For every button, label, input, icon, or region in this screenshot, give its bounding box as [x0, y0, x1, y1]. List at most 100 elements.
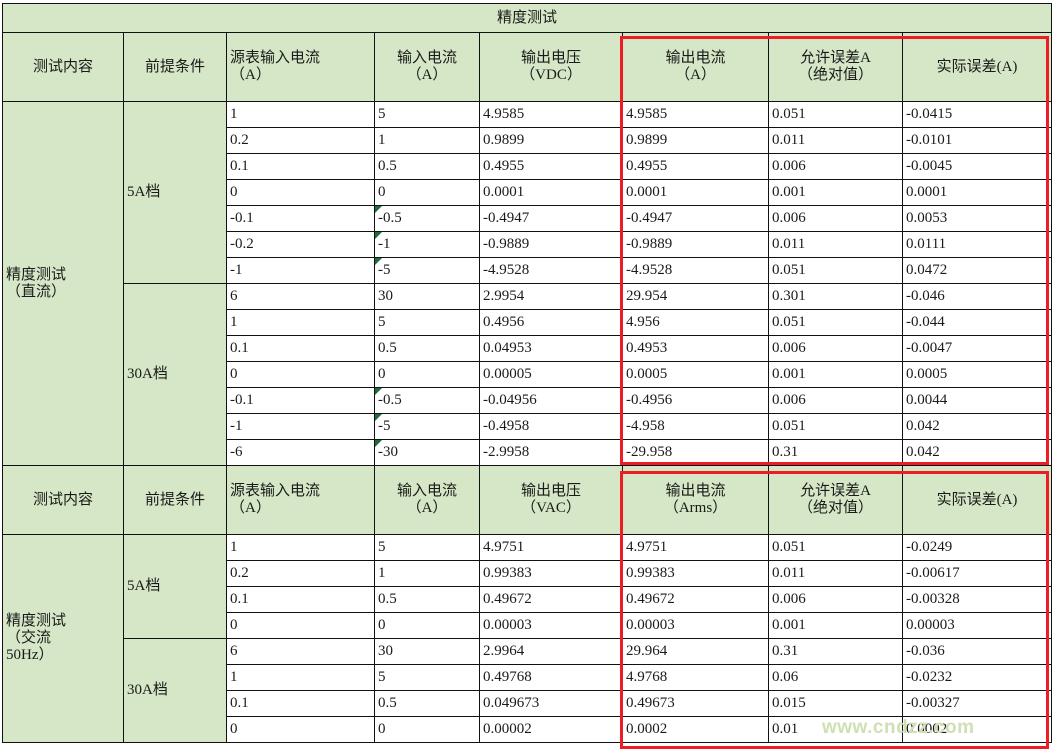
cell-output-current: 0.99383 [622, 560, 769, 587]
cell-output-voltage: 4.9585 [479, 101, 623, 128]
cell-actual-error: 0.0044 [901, 387, 1053, 414]
cell-actual-error: -0.0249 [901, 534, 1053, 561]
cell-input-current: 0.5 [374, 335, 480, 362]
cell-output-voltage: -0.4947 [479, 205, 623, 232]
cell-output-current: -4.9528 [622, 257, 769, 284]
table-row: 0.1 0.5 0.49672 0.49672 0.006 -0.00328 [3, 586, 1053, 613]
cell-allowed-error: 0.06 [768, 664, 903, 691]
cell-input-current: 5 [374, 309, 480, 336]
table-row: 精度测试 （交流 50Hz） 5A档 1 5 4.9751 4.9751 0.051 -0.024… [2, 534, 1053, 743]
cell-input-current: 30 [374, 638, 480, 665]
table-row: 0.1 0.5 0.049673 0.49673 0.015 -0.00327 [3, 690, 1053, 717]
table-row: 1 5 0.4956 4.956 0.051 -0.044 [3, 309, 1053, 336]
cell-output-current: 0.49673 [622, 690, 769, 717]
cell-output-current: 4.9585 [622, 101, 769, 128]
cell-input-current: -1 [374, 231, 480, 258]
cell-output-voltage: 0.49768 [479, 664, 623, 691]
cell-source-input-current: 1 [226, 534, 375, 561]
cell-output-voltage: 0.99383 [479, 560, 623, 587]
cell-output-current: 0.0001 [622, 179, 769, 206]
cell-input-current: 0.5 [374, 586, 480, 613]
table-row: 0.2 1 0.9899 0.9899 0.011 -0.0101 [3, 127, 1053, 154]
cell-input-current: -5 [374, 257, 480, 284]
cell-allowed-error: 0.31 [768, 439, 903, 466]
col-header-input-current: 输入电流 （A） [374, 32, 480, 102]
cell-source-input-current: -0.1 [226, 387, 375, 414]
cell-output-current: 0.0005 [622, 361, 769, 388]
section-label-ac: 精度测试 （交流 50Hz） [2, 534, 124, 743]
cell-actual-error: -0.0045 [901, 153, 1053, 180]
table-row: 30A档 6 30 2.9954 29.954 0.301 -0.046 [3, 283, 1053, 466]
col-header-output-current: 输出电流 （A） [622, 32, 769, 102]
cell-allowed-error: 0.001 [768, 361, 903, 388]
section-label-dc: 精度测试 （直流） [2, 101, 124, 466]
cell-output-current: -29.958 [622, 439, 769, 466]
cell-output-voltage: -0.9889 [479, 231, 623, 258]
cell-source-input-current: 0 [226, 612, 375, 639]
cell-input-current: 0 [374, 361, 480, 388]
cell-source-input-current: 0 [226, 361, 375, 388]
cell-actual-error: 0.0053 [901, 205, 1053, 232]
cell-allowed-error: 0.006 [768, 586, 903, 613]
cell-actual-error: 0.0472 [901, 257, 1053, 284]
cell-allowed-error: 0.006 [768, 335, 903, 362]
cell-source-input-current: 6 [226, 283, 375, 310]
col-header-allowed-error: 允许误差A （绝对值） [768, 32, 903, 102]
cell-actual-error: -0.0101 [901, 127, 1053, 154]
table-row: 精度测试 （直流） 5A档 1 5 4.9585 4.9585 0.051 -0.0415 [2, 101, 1053, 466]
cell-allowed-error: 0.051 [768, 257, 903, 284]
cell-input-current: -30 [374, 439, 480, 466]
cell-source-input-current: -0.2 [226, 231, 375, 258]
table-row: -0.1 -0.5 -0.4947 -0.4947 0.006 0.0053 [3, 205, 1053, 232]
cell-input-current: 0.5 [374, 153, 480, 180]
cell-input-current: 0.5 [374, 690, 480, 717]
cell-source-input-current: -1 [226, 413, 375, 440]
cell-actual-error: 0.042 [901, 413, 1053, 440]
col-header-input-current: 输入电流 （A） [374, 465, 480, 535]
cell-actual-error: -0.00327 [901, 690, 1053, 717]
range-label: 30A档 [123, 283, 227, 466]
cell-output-voltage: 4.9751 [479, 534, 623, 561]
col-header-actual-error: 实际误差(A) [901, 465, 1053, 535]
cell-output-voltage: 2.9954 [479, 283, 623, 310]
cell-actual-error: 0.0001 [901, 179, 1053, 206]
cell-input-current: -5 [374, 413, 480, 440]
column-header-row-dc: 测试内容 前提条件 源表输入电流 （A） 输入电流 （A） 输出电压 （VDC） 输出电流 （A）… [2, 32, 1053, 102]
cell-source-input-current: 0.1 [226, 335, 375, 362]
cell-allowed-error: 0.011 [768, 127, 903, 154]
cell-allowed-error: 0.011 [768, 231, 903, 258]
table-row: -0.1 -0.5 -0.04956 -0.4956 0.006 0.0044 [3, 387, 1053, 414]
cell-output-voltage: -4.9528 [479, 257, 623, 284]
cell-allowed-error: 0.051 [768, 534, 903, 561]
spreadsheet-sheet: 精度测试 测试内容 前提条件 源表输入电流 （A） 输入电流 （A） 输出电压 （VDC） 输出电… [0, 3, 1053, 751]
cell-input-current: -0.5 [374, 387, 480, 414]
cell-source-input-current: 1 [226, 101, 375, 128]
cell-output-current: -0.9889 [622, 231, 769, 258]
cell-source-input-current: 0 [226, 179, 375, 206]
cell-input-current: 1 [374, 560, 480, 587]
cell-output-voltage: 0.0001 [479, 179, 623, 206]
cell-output-voltage: 0.049673 [479, 690, 623, 717]
cell-source-input-current: -1 [226, 257, 375, 284]
cell-output-voltage: 0.4955 [479, 153, 623, 180]
cell-allowed-error: 0.015 [768, 690, 903, 717]
table-body: 精度测试 测试内容 前提条件 源表输入电流 （A） 输入电流 （A） 输出电压 （VDC） 输出电… [1, 3, 1053, 743]
cell-source-input-current: -6 [226, 439, 375, 466]
cell-actual-error: -0.0232 [901, 664, 1053, 691]
cell-output-voltage: 0.9899 [479, 127, 623, 154]
cell-output-current: 0.00003 [622, 612, 769, 639]
col-header-source-input-current: 源表输入电流 （A） [226, 32, 375, 102]
cell-allowed-error: 0.006 [768, 153, 903, 180]
cell-input-current: 5 [374, 534, 480, 561]
col-header-precondition: 前提条件 [123, 32, 227, 102]
cell-allowed-error: 0.301 [768, 283, 903, 310]
table-row: 0.1 0.5 0.04953 0.4953 0.006 -0.0047 [3, 335, 1053, 362]
table-row: -1 -5 -0.4958 -4.958 0.051 0.042 [3, 413, 1053, 440]
cell-input-current: 0 [374, 716, 480, 743]
col-header-actual-error: 实际误差(A) [901, 32, 1053, 102]
cell-allowed-error: 0.001 [768, 179, 903, 206]
col-header-source-input-current: 源表输入电流 （A） [226, 465, 375, 535]
cell-output-current: 29.954 [622, 283, 769, 310]
table-title-row: 精度测试 [1, 3, 1053, 33]
col-header-output-voltage: 输出电压 （VDC） [479, 32, 623, 102]
